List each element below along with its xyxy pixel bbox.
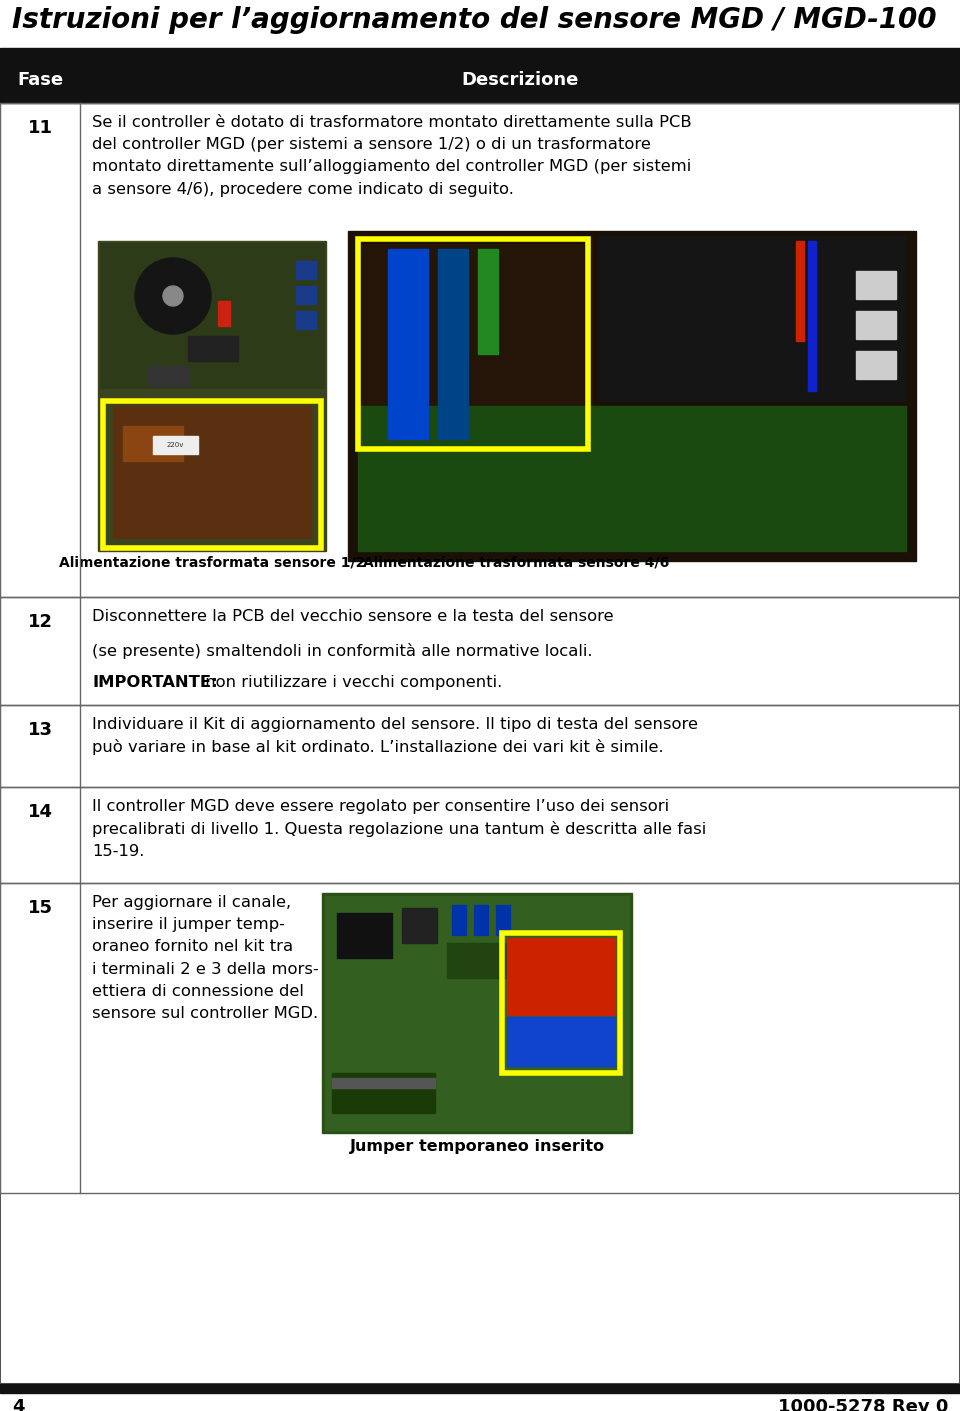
Text: 12: 12 bbox=[28, 612, 53, 631]
Bar bbox=[388, 248, 428, 439]
Bar bbox=[332, 1078, 435, 1088]
Bar bbox=[0, 883, 960, 1192]
Bar bbox=[348, 231, 916, 562]
Bar bbox=[0, 1384, 960, 1393]
Text: 4: 4 bbox=[12, 1398, 25, 1411]
Bar bbox=[856, 271, 896, 299]
Bar bbox=[103, 401, 321, 547]
Text: 15: 15 bbox=[28, 899, 53, 917]
Bar bbox=[447, 943, 527, 978]
Text: Individuare il Kit di aggiornamento del sensore. Il tipo di testa del sensore
pu: Individuare il Kit di aggiornamento del … bbox=[92, 717, 698, 755]
Bar bbox=[452, 904, 466, 935]
Bar bbox=[218, 301, 230, 326]
Bar bbox=[502, 933, 620, 1072]
Bar bbox=[296, 286, 316, 303]
Bar bbox=[598, 236, 906, 401]
Text: Per aggiornare il canale,
inserire il jumper temp-
oraneo fornito nel kit tra
i : Per aggiornare il canale, inserire il ju… bbox=[92, 895, 319, 1022]
Text: 13: 13 bbox=[28, 721, 53, 739]
Bar bbox=[332, 1072, 435, 1113]
Text: non riutilizzare i vecchi componenti.: non riutilizzare i vecchi componenti. bbox=[200, 676, 502, 690]
Text: Se il controller è dotato di trasformatore montato direttamente sulla PCB
del co: Se il controller è dotato di trasformato… bbox=[92, 116, 691, 196]
Bar bbox=[496, 904, 510, 935]
Bar bbox=[296, 310, 316, 329]
Bar bbox=[337, 913, 392, 958]
Bar bbox=[98, 241, 326, 552]
Bar bbox=[507, 938, 615, 1015]
Bar bbox=[188, 336, 238, 361]
Bar bbox=[322, 893, 632, 1133]
Bar bbox=[123, 426, 183, 461]
Bar bbox=[358, 406, 906, 552]
Bar bbox=[0, 48, 960, 56]
Bar bbox=[100, 243, 324, 388]
Bar bbox=[0, 56, 960, 103]
Text: 1000-5278 Rev 0: 1000-5278 Rev 0 bbox=[778, 1398, 948, 1411]
Bar bbox=[474, 904, 488, 935]
Bar bbox=[402, 909, 437, 943]
Bar bbox=[358, 238, 588, 449]
Text: (se presente) smaltendoli in conformità alle normative locali.: (se presente) smaltendoli in conformità … bbox=[92, 643, 592, 659]
Bar bbox=[856, 310, 896, 339]
Text: IMPORTANTE:: IMPORTANTE: bbox=[92, 676, 218, 690]
Bar bbox=[113, 406, 311, 538]
Text: 14: 14 bbox=[28, 803, 53, 821]
Bar bbox=[0, 103, 960, 597]
Text: 220v: 220v bbox=[166, 442, 183, 449]
Text: Disconnettere la PCB del vecchio sensore e la testa del sensore: Disconnettere la PCB del vecchio sensore… bbox=[92, 610, 613, 624]
Text: Istruzioni per l’aggiornamento del sensore MGD / MGD-100: Istruzioni per l’aggiornamento del senso… bbox=[12, 6, 937, 34]
Bar bbox=[856, 351, 896, 380]
Bar bbox=[325, 896, 629, 1130]
Bar bbox=[153, 436, 198, 454]
Text: Fase: Fase bbox=[17, 71, 63, 89]
Bar bbox=[0, 706, 960, 787]
Bar bbox=[0, 597, 960, 706]
Text: Descrizione: Descrizione bbox=[462, 71, 579, 89]
Bar bbox=[0, 0, 960, 48]
Text: 11: 11 bbox=[28, 119, 53, 137]
Text: Il controller MGD deve essere regolato per consentire l’uso dei sensori
precalib: Il controller MGD deve essere regolato p… bbox=[92, 799, 707, 859]
Bar bbox=[296, 261, 316, 279]
Bar bbox=[0, 787, 960, 883]
Circle shape bbox=[163, 286, 183, 306]
Bar bbox=[796, 241, 804, 341]
Bar bbox=[808, 241, 816, 391]
Bar bbox=[507, 1017, 615, 1065]
Bar bbox=[363, 244, 583, 444]
Bar bbox=[478, 248, 498, 354]
Bar bbox=[438, 248, 468, 439]
Text: Alimentazione trasformata sensore 4/6: Alimentazione trasformata sensore 4/6 bbox=[363, 555, 669, 569]
Text: Alimentazione trasformata sensore 1/2: Alimentazione trasformata sensore 1/2 bbox=[59, 555, 365, 569]
Bar bbox=[148, 365, 188, 387]
Text: Jumper temporaneo inserito: Jumper temporaneo inserito bbox=[349, 1139, 605, 1154]
Circle shape bbox=[135, 258, 211, 334]
